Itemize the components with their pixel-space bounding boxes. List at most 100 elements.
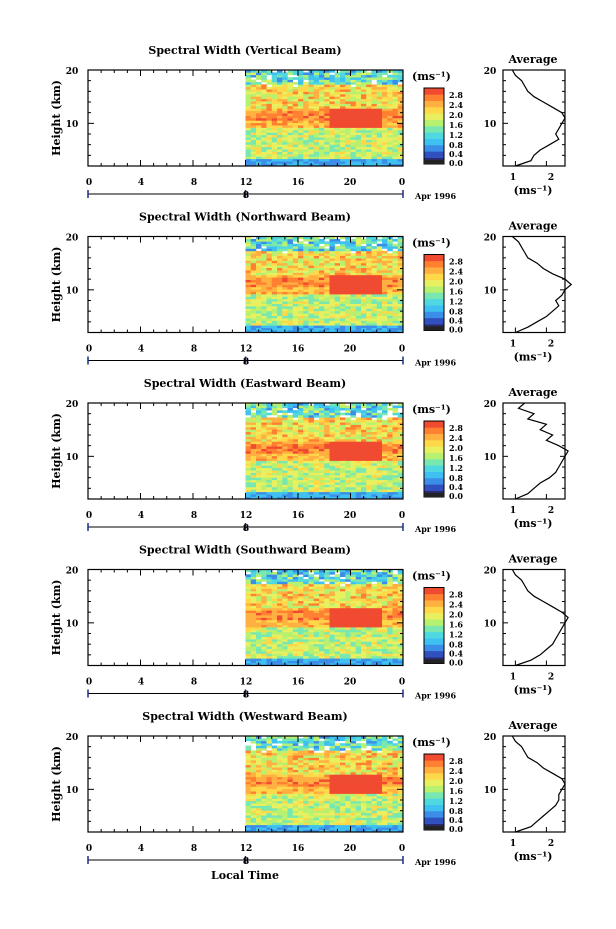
heatmap-cell <box>256 154 262 157</box>
heatmap-cell <box>324 612 330 616</box>
heatmap-cell <box>371 458 378 461</box>
heatmap-cell <box>382 277 388 280</box>
heatmap-cell <box>355 315 362 319</box>
heatmap-cell <box>287 250 294 254</box>
heatmap-cell <box>319 238 325 242</box>
heatmap-cell <box>387 267 393 271</box>
heatmap-cell <box>313 617 320 621</box>
heatmap-cell <box>292 306 299 309</box>
heatmap-cell <box>361 463 367 466</box>
heatmap-cell <box>298 163 304 167</box>
heatmap-cell <box>266 583 273 587</box>
heatmap-cell <box>266 453 273 457</box>
heatmap-cell <box>345 631 351 635</box>
heatmap-cell <box>382 484 388 488</box>
heatmap-cell <box>298 467 304 471</box>
heatmap-cell <box>345 98 351 102</box>
y-tick-label: 10 <box>66 453 79 463</box>
heatmap-cell <box>392 405 399 409</box>
heatmap-cell <box>287 318 294 321</box>
heatmap-cell <box>282 622 288 625</box>
heatmap-cell <box>319 415 325 418</box>
heatmap-cell <box>324 101 330 104</box>
heatmap-cell <box>256 298 262 302</box>
heatmap-cell <box>277 448 283 452</box>
heatmap-cell <box>387 74 393 78</box>
heatmap-cell <box>277 277 283 280</box>
heatmap-cell <box>329 407 336 411</box>
heatmap-cell <box>324 327 330 331</box>
heatmap-cell <box>387 115 393 119</box>
heatmap-cell <box>319 322 325 326</box>
heatmap-cell <box>298 255 304 259</box>
heatmap-cell <box>334 303 341 307</box>
heatmap-cell <box>266 648 273 652</box>
heatmap-cell <box>277 655 283 659</box>
heatmap-cell <box>382 103 388 107</box>
heatmap-cell <box>313 405 320 409</box>
average-unit: (ms⁻¹) <box>514 351 553 364</box>
x-tick-label: 8 <box>191 511 197 521</box>
heatmap-cell <box>340 154 346 157</box>
heatmap-cell <box>382 146 388 150</box>
heatmap-cell <box>345 651 351 654</box>
heatmap-cell <box>319 130 325 133</box>
heatmap-cell <box>313 591 320 594</box>
colorbar-zero-band <box>424 493 444 497</box>
heatmap-cell <box>287 82 294 85</box>
heatmap-cell <box>245 270 252 273</box>
heatmap-cell <box>308 267 315 271</box>
heatmap-cell <box>292 467 299 471</box>
heatmap-cell <box>292 250 299 254</box>
heatmap-cell <box>303 588 309 592</box>
heatmap-cell <box>308 94 315 97</box>
heatmap-cell <box>308 405 315 409</box>
heatmap-cell <box>245 419 252 423</box>
heatmap-cell <box>313 267 320 271</box>
heatmap-cell <box>277 617 283 621</box>
heatmap-cell <box>261 272 267 276</box>
heatmap-cell <box>340 663 346 666</box>
heatmap-cell <box>366 253 372 256</box>
heatmap-cell <box>277 603 283 606</box>
heatmap-cell <box>366 306 372 309</box>
heatmap-cell <box>366 610 372 613</box>
x-tick-label: 20 <box>344 345 357 355</box>
heatmap-cell <box>345 407 351 411</box>
heatmap-cell <box>340 607 346 611</box>
heatmap-cell <box>266 646 273 649</box>
heatmap-cell <box>361 460 367 464</box>
heatmap-cell <box>292 639 299 642</box>
heatmap-cell <box>382 94 388 97</box>
heatmap-cell <box>250 146 257 150</box>
heatmap-cell <box>340 142 346 145</box>
heatmap-cell <box>277 491 283 495</box>
heatmap-cell <box>397 274 404 278</box>
heatmap-cell <box>319 586 325 589</box>
heatmap-cell <box>271 298 278 302</box>
heatmap-cell <box>382 137 388 140</box>
heatmap-cell <box>308 617 315 621</box>
heatmap-cell <box>271 653 278 657</box>
heatmap-cell <box>361 315 367 319</box>
heatmap-cell <box>319 110 325 114</box>
heatmap-cell <box>350 134 357 138</box>
heatmap-cell <box>308 122 315 126</box>
heatmap-cell <box>371 470 378 473</box>
heatmap-cell <box>366 291 372 295</box>
heatmap-cell <box>303 255 309 259</box>
heatmap-cell <box>397 142 404 145</box>
heatmap-cell <box>340 255 346 259</box>
heatmap-cell <box>308 320 315 324</box>
heatmap-cell <box>324 470 330 473</box>
heatmap-cell <box>319 479 325 483</box>
heatmap-cell <box>271 72 278 76</box>
heatmap-cell <box>361 79 367 83</box>
heatmap-cell <box>329 434 336 437</box>
heatmap-cell <box>292 496 299 500</box>
heatmap-cell <box>250 455 257 459</box>
heatmap-cell <box>329 472 336 476</box>
heatmap-cell <box>324 72 330 76</box>
heatmap-cell <box>303 125 309 128</box>
heatmap-cell <box>282 91 288 95</box>
